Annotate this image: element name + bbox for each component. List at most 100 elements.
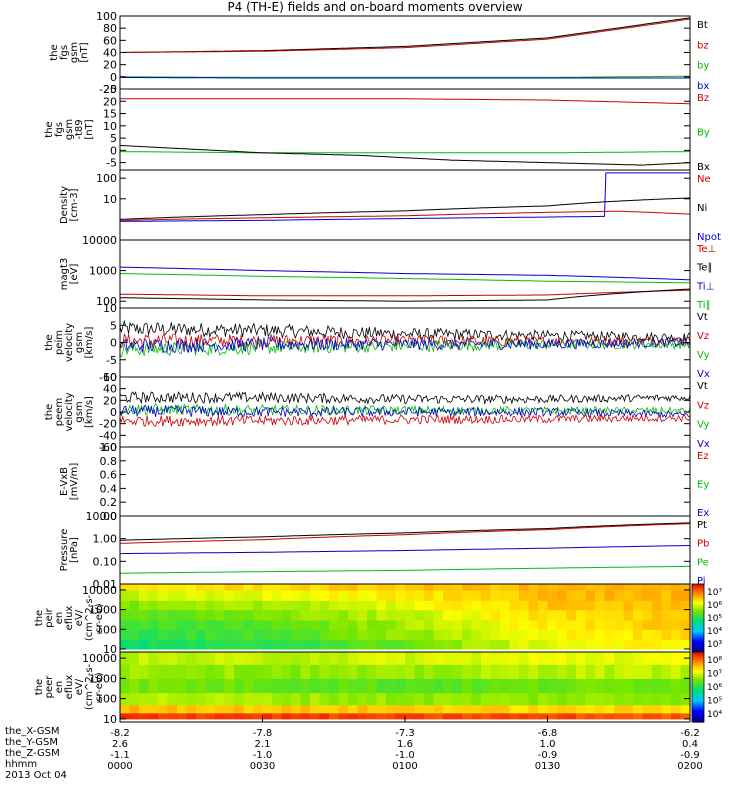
spectrogram-cell <box>452 652 463 665</box>
spectrogram-cell <box>234 589 245 601</box>
spectrogram-cell <box>167 712 178 720</box>
figure-title: P4 (TH-E) fields and on-board moments ov… <box>227 0 523 14</box>
colorbar-segment <box>692 624 704 628</box>
colorbar-segment <box>692 585 704 588</box>
colorbar-frame <box>691 651 705 723</box>
spectrogram-cell <box>614 584 625 591</box>
spectrogram-cell <box>623 600 634 611</box>
spectrogram-cell <box>538 600 549 611</box>
spectrogram-cell <box>120 712 131 720</box>
series-by <box>120 75 690 78</box>
y-tick-label: 10000 <box>82 234 117 247</box>
spectrogram-cell <box>452 629 463 641</box>
spectrogram-cell <box>547 589 558 601</box>
spectrogram-cell <box>433 652 444 665</box>
legend: Vt Vz Vy Vx <box>697 312 710 380</box>
y-axis-label: the fgs gsm -t89 [nT] <box>44 119 95 140</box>
spectrogram-cell <box>262 639 273 650</box>
spectrogram-cell <box>443 639 454 650</box>
spectrogram-cell <box>243 678 254 694</box>
spectrogram-cell <box>395 600 406 611</box>
spectrogram-cell <box>424 600 435 611</box>
spectrogram-cell <box>462 619 473 630</box>
spectrogram-cell <box>633 619 644 630</box>
y-tick-label: 10 <box>103 120 117 133</box>
spectrogram-cell <box>538 692 549 706</box>
spectrogram-cell <box>243 652 254 665</box>
spectrogram-cell <box>167 600 178 611</box>
spectrogram-cell <box>120 589 131 601</box>
spectrogram-cell <box>481 664 492 679</box>
spectrogram-cell <box>329 639 340 650</box>
spectrogram-cell <box>566 664 577 679</box>
spectrogram-cell <box>186 692 197 706</box>
legend-Pe: Pe <box>697 557 709 568</box>
spectrogram-cell <box>595 629 606 641</box>
spectrogram-cell <box>205 704 216 714</box>
colorbar-segment <box>692 611 704 614</box>
spectrogram-cell <box>367 609 378 621</box>
spectrogram-cell <box>481 619 492 630</box>
spectrogram-cell <box>386 619 397 630</box>
spectrogram-cell <box>129 589 140 601</box>
spectrogram-cell <box>490 629 501 641</box>
spectrogram-cell <box>633 639 644 650</box>
spectrogram-cell <box>205 652 216 665</box>
colorbar-segment <box>692 697 704 700</box>
spectrogram-cell <box>433 664 444 679</box>
spectrogram-cell <box>376 652 387 665</box>
spectrogram-cell <box>671 584 682 591</box>
spectrogram-cell <box>538 704 549 714</box>
spectrogram-cell <box>519 629 530 641</box>
spectrogram-cell <box>424 639 435 650</box>
spectrogram-cell <box>120 678 131 694</box>
legend-Pi: Pi <box>697 576 706 587</box>
spectrogram-cell <box>120 609 131 621</box>
series-line <box>119 403 691 416</box>
y-label-line: (cm^2-s- <box>84 663 95 710</box>
spectrogram-cell <box>196 704 207 714</box>
spectrogram-cell <box>272 639 283 650</box>
spectrogram-cell <box>300 678 311 694</box>
y-tick-label: 5 <box>110 132 117 145</box>
spectrogram-cell <box>661 712 672 720</box>
spectrogram-cell <box>205 600 216 611</box>
spectrogram-cell <box>177 712 188 720</box>
x-label-row-hhmm: hhmm <box>5 759 38 770</box>
series-line <box>119 404 691 419</box>
colorbar-tick-label: 10⁵ <box>707 614 722 624</box>
spectrogram-cell <box>367 629 378 641</box>
legend-Ez: Ez <box>697 451 709 462</box>
spectrogram-cell <box>386 704 397 714</box>
spectrogram-cell <box>319 664 330 679</box>
spectrogram-cell <box>519 600 530 611</box>
spectrogram-cell <box>253 609 264 621</box>
spectrogram-cell <box>148 600 159 611</box>
spectrogram-cell <box>519 584 530 591</box>
spectrogram-cell <box>205 619 216 630</box>
spectrogram-cell <box>338 704 349 714</box>
spectrogram-cell <box>576 584 587 591</box>
y-tick-label: -20 <box>99 418 117 431</box>
spectrogram-cell <box>538 652 549 665</box>
spectrogram-cell <box>177 589 188 601</box>
spectrogram-cell <box>490 589 501 601</box>
spectrogram-cell <box>481 678 492 694</box>
spectrogram-cell <box>376 600 387 611</box>
spectrogram-cell <box>443 629 454 641</box>
spectrogram-cell <box>253 704 264 714</box>
spectrogram-cell <box>585 639 596 650</box>
colorbar: 10⁷ 10⁶ 10⁵ 10⁴ 10³ <box>691 583 722 653</box>
spectrogram-cell <box>433 639 444 650</box>
spectrogram-cell <box>215 609 226 621</box>
spectrogram-cell <box>167 589 178 601</box>
colorbar-segment <box>692 621 704 624</box>
spectrogram-cell <box>186 664 197 679</box>
spectrogram-cell <box>500 652 511 665</box>
spectrogram-cell <box>471 678 482 694</box>
spectrogram-cell <box>139 692 150 706</box>
spectrogram-cell <box>310 609 321 621</box>
spectrogram-cell <box>329 652 340 665</box>
spectrogram-cell <box>395 584 406 591</box>
spectrogram-cell <box>633 584 644 591</box>
